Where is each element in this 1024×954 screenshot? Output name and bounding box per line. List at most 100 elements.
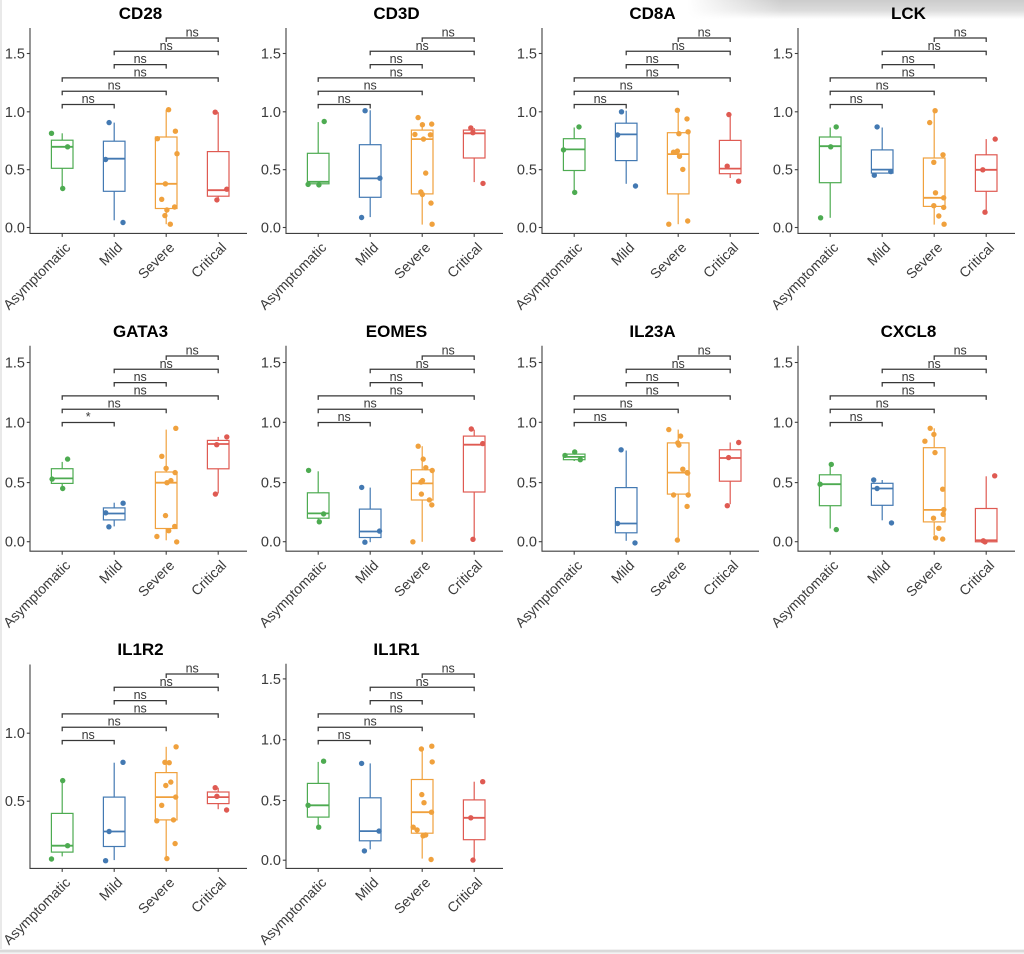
svg-text:CD8A: CD8A xyxy=(629,4,675,23)
svg-text:Asymptomatic: Asymptomatic xyxy=(0,557,73,630)
svg-text:ns: ns xyxy=(338,728,351,742)
svg-text:ns: ns xyxy=(954,344,967,358)
svg-text:ns: ns xyxy=(954,26,967,40)
svg-text:ns: ns xyxy=(672,39,685,53)
svg-text:1.0: 1.0 xyxy=(261,105,281,121)
svg-text:ns: ns xyxy=(364,715,377,729)
svg-text:Severe: Severe xyxy=(135,239,178,282)
svg-text:Mild: Mild xyxy=(96,557,125,586)
svg-text:1.0: 1.0 xyxy=(517,105,537,121)
svg-text:1.5: 1.5 xyxy=(261,672,281,688)
svg-text:EOMES: EOMES xyxy=(366,322,427,341)
svg-text:Critical: Critical xyxy=(956,239,998,281)
svg-text:0.0: 0.0 xyxy=(261,853,281,869)
svg-text:ns: ns xyxy=(698,344,711,358)
svg-text:CXCL8: CXCL8 xyxy=(881,322,937,341)
svg-text:0.0: 0.0 xyxy=(261,535,281,551)
svg-text:0.0: 0.0 xyxy=(773,535,793,551)
svg-text:ns: ns xyxy=(134,65,147,79)
svg-text:0.0: 0.0 xyxy=(773,221,793,237)
svg-text:0.5: 0.5 xyxy=(261,163,281,179)
svg-text:Severe: Severe xyxy=(391,239,434,282)
svg-text:ns: ns xyxy=(134,688,147,702)
svg-text:ns: ns xyxy=(338,410,351,424)
svg-text:Mild: Mild xyxy=(352,239,381,268)
svg-text:LCK: LCK xyxy=(891,4,927,23)
svg-text:ns: ns xyxy=(646,65,659,79)
svg-text:ns: ns xyxy=(186,662,199,676)
svg-text:1.0: 1.0 xyxy=(5,415,25,431)
svg-text:0.5: 0.5 xyxy=(5,794,25,810)
svg-text:ns: ns xyxy=(108,397,121,411)
svg-text:ns: ns xyxy=(134,52,147,66)
svg-text:ns: ns xyxy=(186,344,199,358)
svg-text:ns: ns xyxy=(928,39,941,53)
svg-text:1.5: 1.5 xyxy=(5,47,25,63)
svg-text:Asymptomatic: Asymptomatic xyxy=(512,239,585,312)
svg-text:ns: ns xyxy=(646,52,659,66)
svg-text:0.0: 0.0 xyxy=(5,535,25,551)
svg-text:1.0: 1.0 xyxy=(773,105,793,121)
svg-text:ns: ns xyxy=(390,52,403,66)
svg-text:Critical: Critical xyxy=(444,239,486,281)
svg-text:Severe: Severe xyxy=(135,874,178,917)
svg-text:Mild: Mild xyxy=(352,874,381,903)
svg-text:ns: ns xyxy=(186,26,199,40)
svg-text:ns: ns xyxy=(134,701,147,715)
svg-text:Mild: Mild xyxy=(352,557,381,586)
svg-text:0.0: 0.0 xyxy=(261,221,281,237)
svg-text:Severe: Severe xyxy=(903,557,946,600)
svg-text:ns: ns xyxy=(160,675,173,689)
svg-text:0.0: 0.0 xyxy=(5,221,25,237)
svg-text:1.5: 1.5 xyxy=(261,47,281,63)
svg-text:GATA3: GATA3 xyxy=(113,322,168,341)
svg-text:0.5: 0.5 xyxy=(773,163,793,179)
svg-text:ns: ns xyxy=(82,728,95,742)
svg-text:ns: ns xyxy=(364,79,377,93)
svg-text:Critical: Critical xyxy=(444,557,486,599)
svg-text:ns: ns xyxy=(390,65,403,79)
svg-text:Asymptomatic: Asymptomatic xyxy=(256,239,329,312)
svg-text:0.5: 0.5 xyxy=(517,476,537,492)
svg-text:Asymptomatic: Asymptomatic xyxy=(768,557,841,630)
svg-text:Mild: Mild xyxy=(608,557,637,586)
svg-text:ns: ns xyxy=(902,52,915,66)
svg-text:Mild: Mild xyxy=(864,239,893,268)
svg-text:ns: ns xyxy=(442,662,455,676)
svg-text:Critical: Critical xyxy=(700,557,742,599)
svg-text:ns: ns xyxy=(442,344,455,358)
svg-text:Asymptomatic: Asymptomatic xyxy=(0,239,73,312)
svg-text:Critical: Critical xyxy=(700,239,742,281)
svg-text:ns: ns xyxy=(416,39,429,53)
svg-text:1.0: 1.0 xyxy=(773,415,793,431)
svg-text:0.5: 0.5 xyxy=(5,476,25,492)
svg-text:ns: ns xyxy=(876,79,889,93)
svg-text:ns: ns xyxy=(672,357,685,371)
svg-text:1.0: 1.0 xyxy=(261,733,281,749)
svg-text:0.5: 0.5 xyxy=(517,163,537,179)
svg-text:Severe: Severe xyxy=(135,557,178,600)
svg-text:Mild: Mild xyxy=(96,239,125,268)
svg-text:CD3D: CD3D xyxy=(373,4,419,23)
svg-text:Severe: Severe xyxy=(391,874,434,917)
svg-text:IL1R2: IL1R2 xyxy=(117,640,163,659)
svg-text:ns: ns xyxy=(390,688,403,702)
svg-text:ns: ns xyxy=(390,383,403,397)
svg-text:1.5: 1.5 xyxy=(517,47,537,63)
svg-text:1.5: 1.5 xyxy=(773,356,793,372)
svg-text:Critical: Critical xyxy=(444,874,486,916)
svg-text:ns: ns xyxy=(364,397,377,411)
svg-text:ns: ns xyxy=(850,92,863,106)
svg-text:ns: ns xyxy=(108,79,121,93)
svg-text:ns: ns xyxy=(620,397,633,411)
svg-text:ns: ns xyxy=(338,92,351,106)
svg-text:Mild: Mild xyxy=(96,874,125,903)
svg-text:ns: ns xyxy=(594,92,607,106)
svg-text:ns: ns xyxy=(134,383,147,397)
svg-text:ns: ns xyxy=(594,410,607,424)
svg-text:0.0: 0.0 xyxy=(517,221,537,237)
svg-text:Severe: Severe xyxy=(647,239,690,282)
svg-text:ns: ns xyxy=(928,357,941,371)
svg-text:1.5: 1.5 xyxy=(773,47,793,63)
svg-text:Severe: Severe xyxy=(903,239,946,282)
